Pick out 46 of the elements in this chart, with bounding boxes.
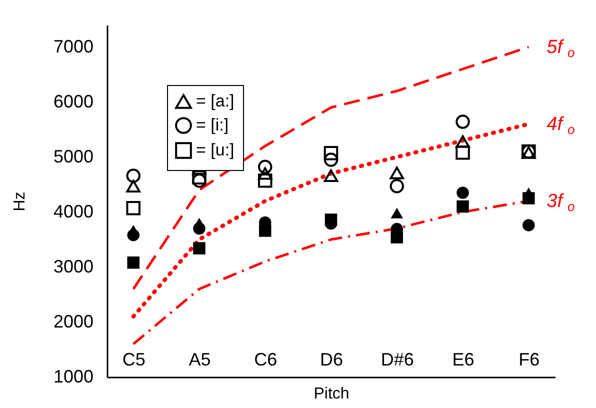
point bbox=[126, 180, 140, 192]
point bbox=[324, 214, 338, 226]
y-tick-label: 2000 bbox=[53, 312, 94, 332]
point bbox=[522, 192, 535, 204]
point bbox=[258, 174, 272, 188]
point bbox=[456, 145, 470, 160]
point bbox=[522, 219, 535, 232]
point bbox=[324, 152, 338, 167]
point bbox=[126, 201, 140, 216]
x-axis-title: Pitch bbox=[314, 386, 350, 402]
x-tick-label: E6 bbox=[452, 350, 474, 370]
point bbox=[390, 208, 404, 218]
y-tick-label: 6000 bbox=[53, 92, 94, 112]
y-axis-title: Hz bbox=[12, 192, 28, 212]
x-tick-label: D6 bbox=[320, 350, 344, 370]
point bbox=[127, 256, 140, 269]
y-tick-label: 1000 bbox=[53, 366, 94, 386]
line-series bbox=[132, 46, 530, 290]
x-tick-label: A5 bbox=[188, 350, 211, 370]
y-tick-label: 3000 bbox=[53, 256, 94, 276]
point bbox=[390, 231, 404, 244]
y-tick-label: 5000 bbox=[53, 146, 94, 166]
y-tick-label: 7000 bbox=[53, 36, 94, 56]
point bbox=[193, 242, 206, 254]
legend-label: = [i:] bbox=[196, 116, 229, 134]
point bbox=[456, 200, 469, 213]
legend-label: = [a:] bbox=[196, 92, 234, 110]
point bbox=[456, 135, 470, 148]
x-tick-label: F6 bbox=[518, 350, 540, 370]
point bbox=[324, 146, 338, 160]
point bbox=[456, 186, 469, 199]
x-tick-label: C6 bbox=[254, 350, 278, 370]
point bbox=[127, 228, 140, 242]
point bbox=[258, 160, 272, 174]
point bbox=[390, 166, 404, 180]
point bbox=[456, 114, 470, 129]
point bbox=[258, 224, 272, 237]
x-tick-label: D#6 bbox=[380, 350, 414, 370]
legend-label: = [u:] bbox=[196, 140, 234, 160]
x-tick-label: C5 bbox=[122, 350, 146, 370]
point bbox=[324, 169, 338, 182]
point bbox=[390, 179, 404, 194]
point bbox=[193, 222, 206, 235]
y-tick-label: 4000 bbox=[53, 202, 94, 222]
point bbox=[126, 168, 140, 183]
point bbox=[258, 167, 272, 180]
